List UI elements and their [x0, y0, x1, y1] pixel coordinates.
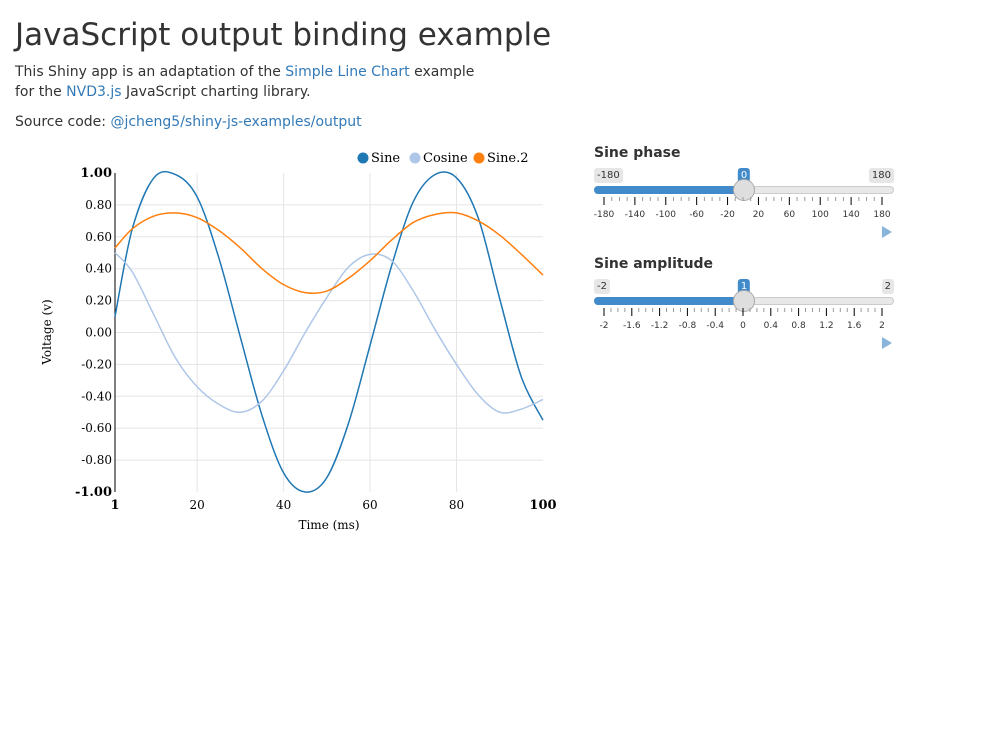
x-tick-label: 80 — [449, 498, 464, 512]
sine-phase-max: 180 — [868, 168, 894, 183]
x-tick-label: 20 — [190, 498, 205, 512]
legend-label-sine-2[interactable]: Sine.2 — [487, 151, 529, 166]
y-tick-label: 0.00 — [85, 326, 112, 340]
legend-marker-sine-2[interactable] — [473, 152, 485, 164]
series-line-cosine — [114, 252, 544, 414]
source-code-label: Source code: — [15, 114, 111, 130]
chart-axes: 1.00 0.80 0.60 0.40 0.20 0.00 -0.20 -0.40 -0.60 -… — [75, 166, 557, 513]
y-tick-label: -1.00 — [75, 485, 112, 500]
x-axis-label: Time (ms) — [298, 518, 359, 532]
tick-label: 100 — [812, 210, 829, 220]
x-tick-label: 100 — [529, 498, 556, 513]
sine-amplitude-label: Sine amplitude — [594, 256, 714, 272]
sine-phase-min: -180 — [594, 168, 623, 183]
chart-legend[interactable]: Sine Cosine Sine.2 — [357, 151, 529, 166]
y-tick-label: -0.80 — [81, 453, 112, 467]
tick-label: 2 — [879, 321, 885, 331]
y-axis-label: Voltage (v) — [40, 299, 54, 365]
chart-grid — [115, 173, 543, 492]
legend-label-sine[interactable]: Sine — [371, 151, 400, 166]
description-text-3: JavaScript charting library. — [121, 84, 311, 100]
source-code-line: Source code: @jcheng5/shiny-js-examples/… — [15, 112, 362, 132]
chart-series — [114, 170, 544, 493]
tick-label: 0 — [740, 321, 746, 331]
y-tick-label: -0.40 — [81, 389, 112, 403]
tick-label: 180 — [873, 210, 890, 220]
tick-label: 0.8 — [791, 321, 806, 331]
tick-label: -20 — [720, 210, 735, 220]
y-tick-label: 1.00 — [80, 166, 112, 181]
legend-label-cosine[interactable]: Cosine — [423, 151, 468, 166]
y-tick-label: 0.20 — [85, 294, 112, 308]
sine-amplitude-handle[interactable] — [733, 290, 755, 312]
tick-label: -140 — [625, 210, 646, 220]
tick-label: -1.6 — [623, 321, 641, 331]
sine-phase-label: Sine phase — [594, 145, 681, 161]
tick-label: -2 — [600, 321, 609, 331]
page-title: JavaScript output binding example — [15, 17, 552, 53]
legend-marker-cosine[interactable] — [409, 152, 421, 164]
tick-label: 1.2 — [819, 321, 833, 331]
tick-label: -1.2 — [651, 321, 669, 331]
y-tick-label: -0.20 — [81, 357, 112, 371]
tick-label: 20 — [753, 210, 765, 220]
tick-label: -60 — [689, 210, 704, 220]
sine-amplitude-min: -2 — [594, 279, 610, 294]
tick-label: 60 — [784, 210, 796, 220]
x-tick-label: 40 — [276, 498, 291, 512]
tick-label: -0.4 — [706, 321, 724, 331]
y-tick-label: 0.40 — [85, 262, 112, 276]
series-line-sine — [114, 170, 544, 493]
y-tick-label: 0.60 — [85, 230, 112, 244]
source-code-link[interactable]: @jcheng5/shiny-js-examples/output — [110, 114, 362, 130]
y-tick-label: -0.60 — [81, 421, 112, 435]
sine-phase-ticks: -180 -140 -100 -60 -20 20 60 100 140 180 — [594, 197, 891, 220]
x-tick-label: 60 — [362, 498, 377, 512]
tick-label: -180 — [594, 210, 614, 220]
sine-amplitude-ticks: -2 -1.6 -1.2 -0.8 -0.4 0 0.4 0.8 1.2 1.6 2 — [600, 308, 885, 331]
tick-label: 0.4 — [764, 321, 779, 331]
x-tick-label: 1 — [110, 498, 119, 513]
tick-label: -100 — [656, 210, 677, 220]
description: This Shiny app is an adaptation of the S… — [15, 62, 495, 102]
sine-phase-handle[interactable] — [733, 179, 755, 201]
description-text-2: example for the — [15, 64, 475, 100]
tick-label: -0.8 — [679, 321, 697, 331]
tick-label: 140 — [843, 210, 860, 220]
sine-phase-fill — [594, 186, 744, 194]
description-text-1: This Shiny app is an adaptation of the — [15, 64, 286, 80]
series-line-sine-2 — [114, 211, 544, 294]
nvd3-link[interactable]: NVD3.js — [66, 84, 122, 100]
y-tick-label: 0.80 — [85, 198, 112, 212]
line-chart: 1.00 0.80 0.60 0.40 0.20 0.00 -0.20 -0.40 -0.60 -… — [40, 151, 557, 532]
sine-phase-play-icon[interactable] — [882, 226, 892, 238]
legend-marker-sine[interactable] — [357, 152, 369, 164]
sine-amplitude-fill — [594, 297, 744, 305]
simple-line-chart-link[interactable]: Simple Line Chart — [285, 64, 410, 80]
sine-amplitude-max: 2 — [881, 279, 894, 294]
sine-amplitude-play-icon[interactable] — [882, 337, 892, 349]
tick-label: 1.6 — [847, 321, 862, 331]
